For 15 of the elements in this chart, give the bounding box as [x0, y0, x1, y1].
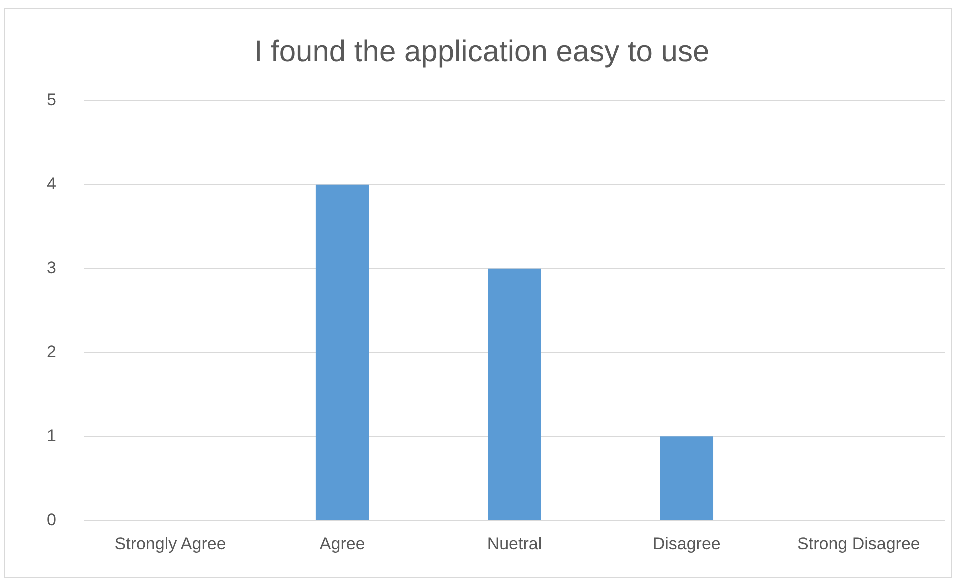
x-tick-label: Agree: [320, 534, 366, 554]
y-tick-label: 5: [46, 90, 56, 110]
y-tick-label: 0: [46, 510, 56, 530]
x-tick-label: Disagree: [652, 534, 721, 554]
x-tick-label: Strongly Agree: [114, 534, 226, 554]
x-tick-label: Nuetral: [487, 534, 542, 554]
x-tick-label: Strong Disagree: [798, 534, 920, 554]
bar: [316, 184, 370, 520]
bar: [660, 436, 714, 520]
chart-title: I found the application easy to use: [254, 35, 710, 68]
y-tick-label: 1: [46, 426, 56, 446]
bar: [488, 268, 542, 520]
y-tick-label: 2: [46, 342, 56, 362]
y-tick-label: 3: [46, 258, 56, 278]
y-tick-label: 4: [46, 174, 56, 194]
